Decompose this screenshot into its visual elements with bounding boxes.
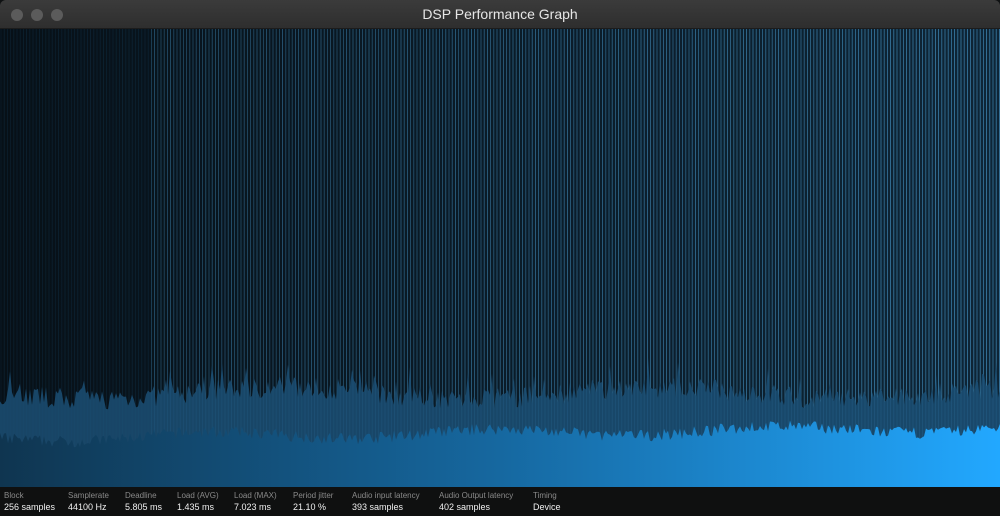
stat-samplerate-label: Samplerate	[68, 491, 109, 500]
stat-timing: Timing Device	[533, 491, 561, 514]
stat-audio-output-latency-label: Audio Output latency	[439, 491, 514, 500]
stat-load-max: Load (MAX) 7.023 ms	[234, 491, 277, 514]
stat-audio-input-latency-label: Audio input latency	[352, 491, 420, 500]
stat-audio-input-latency-value: 393 samples	[352, 502, 404, 512]
stat-timing-value: Device	[533, 502, 561, 512]
close-window-button[interactable]	[11, 9, 23, 21]
stat-audio-output-latency: Audio Output latency 402 samples	[439, 491, 513, 514]
minimize-window-button[interactable]	[31, 9, 43, 21]
stat-deadline: Deadline 5.805 ms	[125, 491, 162, 514]
stat-deadline-value: 5.805 ms	[125, 502, 163, 512]
window-title: DSP Performance Graph	[422, 6, 578, 22]
stat-period-jitter: Period jitter 21.10 %	[293, 491, 333, 514]
stat-load-avg: Load (AVG) 1.435 ms	[177, 491, 219, 514]
avg-load-area	[0, 420, 1000, 487]
dsp-load-graph	[0, 29, 1000, 487]
stat-samplerate-value: 44100 Hz	[68, 502, 107, 512]
stat-load-max-label: Load (MAX)	[234, 491, 277, 500]
stat-deadline-label: Deadline	[125, 491, 157, 500]
stat-block-value: 256 samples	[4, 502, 56, 512]
stat-audio-output-latency-value: 402 samples	[439, 502, 491, 512]
stat-load-avg-value: 1.435 ms	[177, 502, 215, 512]
zoom-window-button[interactable]	[51, 9, 63, 21]
stat-period-jitter-label: Period jitter	[293, 491, 334, 500]
dsp-load-graph-plot	[0, 29, 1000, 487]
stat-block: Block 256 samples	[4, 491, 55, 514]
stat-load-avg-label: Load (AVG)	[177, 491, 219, 500]
stat-block-label: Block	[4, 491, 24, 500]
stat-period-jitter-value: 21.10 %	[293, 502, 327, 512]
stat-timing-label: Timing	[533, 491, 557, 500]
stat-samplerate: Samplerate 44100 Hz	[68, 491, 109, 514]
stat-load-max-value: 7.023 ms	[234, 502, 272, 512]
status-bar: Block 256 samples Samplerate 44100 Hz De…	[0, 487, 1000, 516]
stat-audio-input-latency: Audio input latency 393 samples	[352, 491, 420, 514]
title-bar[interactable]: DSP Performance Graph	[0, 0, 1000, 29]
